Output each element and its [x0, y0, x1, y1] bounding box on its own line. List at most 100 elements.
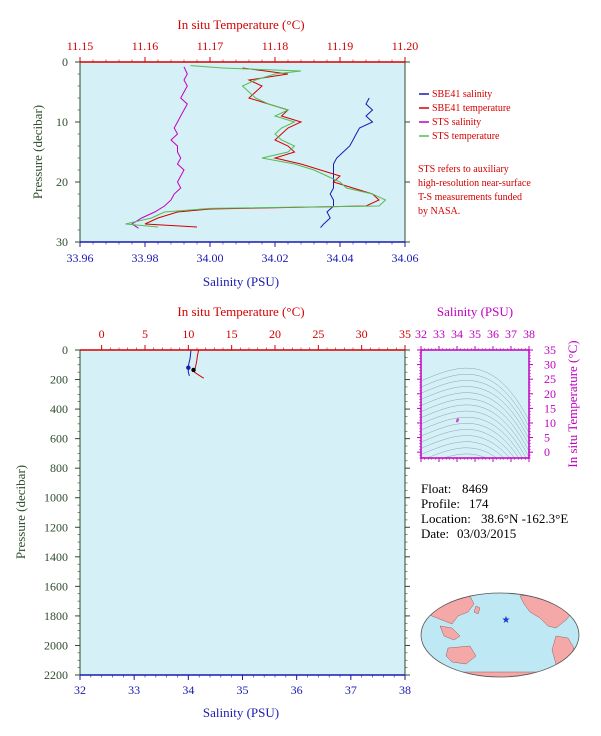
main-temp-tick-label: 20 [269, 327, 281, 341]
main-series-sbe41-salinity [187, 349, 192, 377]
legend-label: SBE41 temperature [432, 103, 511, 114]
land-japan [473, 605, 481, 615]
float-info: Float: 8469 Profile: 174 Location: 38.6°… [421, 481, 568, 541]
ts-temp-tick-label: 10 [544, 416, 556, 430]
top-chart-temperature-tick-labels: 11.15 11.16 11.17 11.18 11.19 11.20 [67, 39, 419, 53]
top-temp-tick-label: 11.17 [197, 39, 224, 53]
ts-temp-tick-label: 25 [544, 372, 556, 386]
main-pressure-tick-label: 0 [62, 343, 68, 357]
float-location-star: ★ [502, 615, 511, 626]
main-chart-series [186, 349, 205, 379]
ts-density-contour [421, 374, 529, 428]
ts-density-contour [421, 386, 529, 440]
land-se-asia [439, 625, 461, 641]
top-chart-salinity-axis-title: Salinity (PSU) [203, 274, 279, 289]
ts-sal-tick-label: 32 [415, 327, 427, 341]
ts-density-contour [421, 416, 523, 458]
main-pressure-tick-label: 1400 [44, 550, 68, 564]
location-value: 38.6°N -162.3°E [481, 511, 568, 526]
main-sal-tick-label: 37 [345, 683, 357, 697]
main-pressure-tick-label: 200 [50, 373, 68, 387]
main-pressure-tick-label: 600 [50, 432, 68, 446]
top-series-sts-salinity [131, 66, 188, 229]
legend-label: SBE41 salinity [432, 89, 492, 100]
top-chart-legend: SBE41 salinity SBE41 temperature STS salin… [419, 89, 511, 142]
main-pressure-tick-label: 2200 [44, 668, 68, 682]
ts-density-contour [421, 398, 529, 452]
main-chart-pressure-tick-labels: 0 200 400 600 800 1000 1200 1400 1600 1800 2000 220… [44, 343, 68, 682]
top-sal-tick-label: 33.96 [67, 251, 94, 265]
main-pressure-tick-label: 1000 [44, 491, 68, 505]
ts-salinity-axis-title: Salinity (PSU) [437, 304, 513, 319]
top-pressure-tick-label: 30 [56, 235, 68, 249]
ts-sal-tick-label: 35 [469, 327, 481, 341]
date-label: Date: [421, 526, 449, 541]
top-chart-salinity-tick-labels: 33.96 33.98 34.00 34.02 34.04 34.06 [67, 251, 419, 265]
ts-sal-tick-label: 36 [487, 327, 499, 341]
main-pressure-tick-label: 400 [50, 402, 68, 416]
main-chart-temperature-tick-labels: 0 5 10 15 20 25 30 35 [99, 327, 411, 341]
ts-density-contour [421, 410, 527, 458]
legend-label: STS temperature [432, 131, 500, 142]
top-chart-plot-area [80, 62, 405, 242]
top-chart-series [125, 65, 387, 229]
sts-note: STS refers to auxiliary high-resolution n… [418, 164, 531, 217]
main-chart-salinity-axis-title: Salinity (PSU) [203, 705, 279, 720]
ts-density-contour [421, 423, 520, 458]
ts-density-contour [421, 429, 515, 458]
top-series-sbe41-salinity [320, 97, 374, 228]
main-temp-tick-label: 5 [142, 327, 148, 341]
ts-temp-tick-label: 30 [544, 358, 556, 372]
top-temp-tick-label: 11.18 [262, 39, 289, 53]
main-chart-pressure-axis-title: Pressure (decibar) [13, 465, 28, 559]
top-sal-tick-label: 34.06 [392, 251, 419, 265]
main-chart-ticks [75, 345, 410, 680]
top-temp-tick-label: 11.19 [327, 39, 354, 53]
main-sal-tick-label: 36 [291, 683, 303, 697]
main-sal-tick-label: 32 [74, 683, 86, 697]
top-pressure-tick-label: 20 [56, 175, 68, 189]
main-series-sbe41-temperature [193, 349, 205, 379]
location-label: Location: [421, 511, 471, 526]
full-profile-chart: In situ Temperature (°C) 0 5 10 15 20 25 30 35 … [13, 304, 411, 720]
ts-density-contour [426, 447, 498, 458]
top-temp-tick-label: 11.15 [67, 39, 94, 53]
surface-marker-salinity [186, 365, 191, 370]
ts-sal-tick-label: 34 [451, 327, 463, 341]
world-map: ★ [420, 592, 580, 678]
profile-value: 174 [469, 496, 489, 511]
map-outline [420, 592, 580, 678]
float-value: 8469 [462, 481, 488, 496]
main-temp-tick-label: 35 [399, 327, 411, 341]
ts-density-contour [421, 441, 505, 458]
ts-ticks [417, 346, 533, 462]
land-australia [445, 645, 477, 665]
note-line: T-S measurements funded [418, 192, 522, 203]
ts-temp-tick-label: 15 [544, 401, 556, 415]
main-temp-tick-label: 10 [182, 327, 194, 341]
ts-temp-tick-label: 20 [544, 387, 556, 401]
main-temp-tick-label: 25 [312, 327, 324, 341]
date-value: 03/03/2015 [457, 526, 516, 541]
surface-marker-temperature [191, 367, 196, 373]
top-pressure-tick-label: 10 [56, 115, 68, 129]
ts-density-contours [421, 367, 529, 458]
main-chart-salinity-tick-labels: 32 33 34 35 36 37 38 [74, 683, 411, 697]
main-pressure-tick-label: 800 [50, 461, 68, 475]
ts-density-contour [421, 404, 529, 458]
main-temp-tick-label: 0 [99, 327, 105, 341]
main-pressure-tick-label: 1600 [44, 579, 68, 593]
main-chart-plot-area [80, 350, 405, 675]
land-antarctica [421, 671, 579, 677]
ts-points [455, 418, 460, 423]
ts-density-contour [421, 435, 510, 458]
ts-temperature-axis-title: In situ Temperature (°C) [565, 340, 580, 467]
ts-data-point [456, 418, 460, 421]
main-sal-tick-label: 35 [237, 683, 249, 697]
top-pressure-tick-label: 0 [62, 55, 68, 69]
main-sal-tick-label: 34 [182, 683, 194, 697]
top-chart-temperature-axis-title: In situ Temperature (°C) [177, 17, 304, 32]
top-temp-tick-label: 11.20 [392, 39, 419, 53]
main-pressure-tick-label: 1200 [44, 520, 68, 534]
